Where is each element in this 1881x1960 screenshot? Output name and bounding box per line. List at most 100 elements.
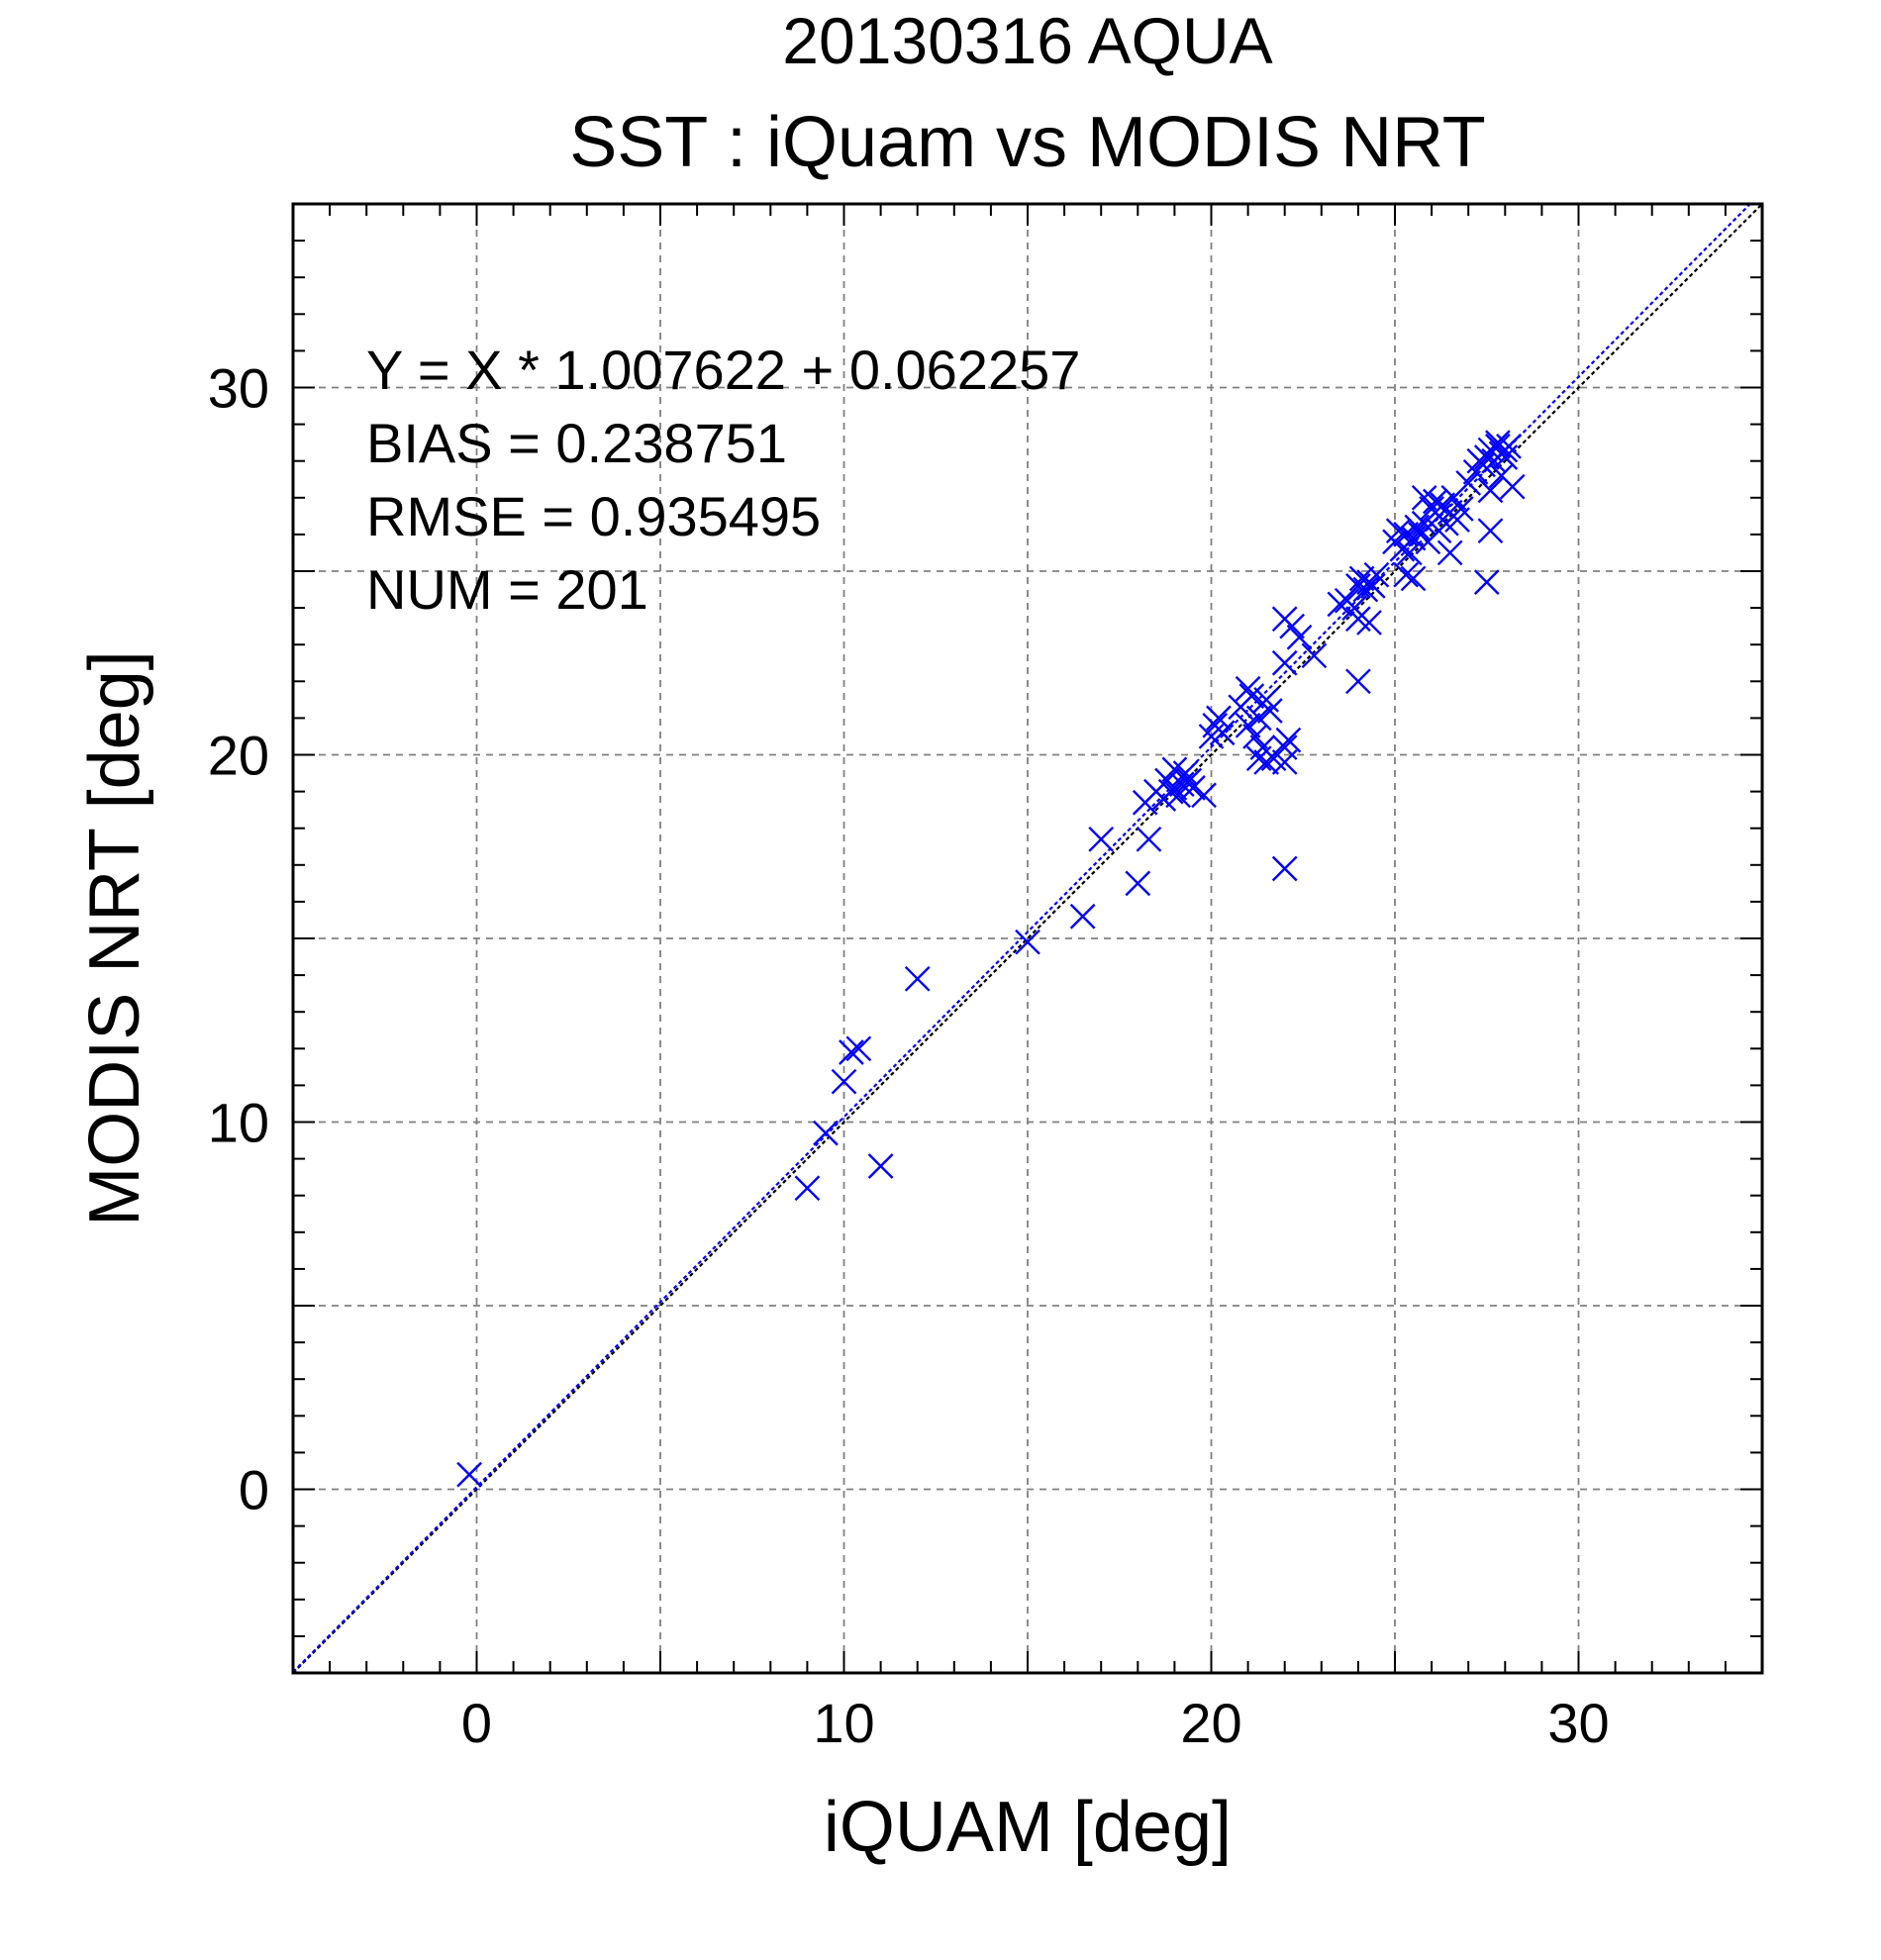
data-point-stroke: [1345, 668, 1371, 695]
plot-frame: [291, 202, 1764, 1675]
data-point-stroke: [1176, 767, 1203, 794]
data-point-stroke: [1069, 903, 1096, 930]
y-tick-labels: 0 10 20 30: [208, 357, 269, 1521]
data-point-stroke: [1157, 778, 1184, 805]
data-point-stroke: [1363, 561, 1390, 588]
data-point: [1345, 668, 1371, 695]
data-point: [1209, 720, 1236, 746]
data-point: [794, 1175, 821, 1202]
x-tick-labels: 0 10 20 30: [461, 1692, 1610, 1754]
data-point: [1404, 514, 1431, 540]
data-point-stroke: [1422, 488, 1448, 515]
data-point-stroke: [1492, 444, 1519, 470]
data-point-stroke: [1348, 565, 1375, 592]
regression-fit-line: [292, 203, 1751, 1673]
data-point: [1275, 727, 1302, 753]
stats-annotation: Y = X * 1.007622 + 0.062257 BIAS = 0.238…: [366, 339, 1080, 621]
data-point-stroke: [1473, 569, 1500, 595]
data-point: [1492, 444, 1519, 470]
data-point: [813, 1120, 839, 1146]
data-point: [1436, 539, 1463, 566]
data-point-stroke: [1245, 705, 1272, 732]
data-point-stroke: [1235, 712, 1261, 738]
data-point: [839, 1039, 864, 1065]
data-point: [1015, 929, 1040, 955]
data-point: [1180, 775, 1206, 801]
data-point: [1176, 767, 1203, 794]
data-point: [1473, 569, 1500, 595]
data-point: [1235, 675, 1261, 702]
data-point: [1271, 749, 1298, 775]
data-point-stroke: [1485, 434, 1511, 459]
data-point-stroke: [1206, 705, 1232, 732]
data-point-stroke: [1499, 473, 1526, 500]
data-point-stroke: [1253, 687, 1279, 713]
chart-title: 20130316 AQUA: [782, 4, 1272, 77]
data-point-stroke: [904, 965, 931, 992]
data-point: [1271, 649, 1298, 676]
data-point: [1245, 705, 1272, 732]
data-point-stroke: [1455, 470, 1482, 496]
y-tick-label: 10: [208, 1092, 269, 1154]
data-point-stroke: [1271, 749, 1298, 775]
data-point-stroke: [1015, 929, 1040, 955]
count-text: NUM = 201: [366, 558, 648, 621]
data-point-stroke: [1411, 484, 1437, 511]
data-point: [831, 1068, 857, 1095]
data-point: [1455, 470, 1482, 496]
data-point: [1396, 539, 1423, 566]
data-point: [1485, 434, 1511, 459]
data-point: [904, 965, 931, 992]
data-point: [1136, 826, 1162, 852]
data-point-stroke: [1356, 610, 1382, 636]
data-point-stroke: [1235, 675, 1261, 702]
x-tick-label: 10: [813, 1692, 874, 1754]
x-tick-label: 30: [1547, 1692, 1609, 1754]
data-point: [1352, 576, 1379, 603]
data-point: [1356, 610, 1382, 636]
data-point-stroke: [839, 1039, 864, 1065]
data-point-stroke: [1238, 683, 1265, 709]
data-point: [1157, 778, 1184, 805]
data-point-stroke: [1253, 749, 1279, 775]
data-point-stroke: [1301, 642, 1328, 669]
x-tick-label: 0: [461, 1692, 492, 1754]
data-point-stroke: [1352, 576, 1379, 603]
data-point-stroke: [813, 1120, 839, 1146]
data-point-stroke: [1180, 775, 1206, 801]
data-point: [1393, 561, 1419, 588]
data-point-stroke: [1271, 855, 1298, 882]
data-point: [1426, 518, 1452, 544]
data-point-stroke: [1125, 870, 1151, 897]
data-point: [1477, 518, 1504, 544]
data-point-stroke: [1172, 760, 1199, 786]
data-point-stroke: [1341, 595, 1368, 621]
data-point-stroke: [1242, 724, 1268, 749]
rmse-text: RMSE = 0.935495: [366, 485, 821, 547]
data-point-stroke: [1088, 826, 1115, 852]
data-point-stroke: [1396, 539, 1423, 566]
data-point-stroke: [867, 1153, 894, 1179]
bias-text: BIAS = 0.238751: [366, 412, 787, 474]
y-tick-label: 0: [239, 1459, 269, 1521]
data-point-stroke: [1477, 477, 1504, 504]
x-tick-label: 20: [1180, 1692, 1241, 1754]
data-point-stroke: [1404, 514, 1431, 540]
data-point: [1242, 724, 1268, 749]
data-point: [1499, 473, 1526, 500]
data-point: [1447, 496, 1474, 522]
data-point-stroke: [1136, 826, 1162, 852]
data-point-stroke: [1271, 649, 1298, 676]
data-point-stroke: [1477, 518, 1504, 544]
y-axis-label: MODIS NRT [deg]: [75, 650, 154, 1226]
data-point-stroke: [456, 1461, 482, 1488]
data-point-stroke: [1345, 606, 1371, 633]
data-point-stroke: [831, 1068, 857, 1095]
data-point: [1257, 698, 1283, 724]
data-point-stroke: [1161, 756, 1188, 783]
data-point: [1235, 712, 1261, 738]
data-point-stroke: [1271, 606, 1298, 633]
data-point-stroke: [1436, 539, 1463, 566]
y-tick-label: 20: [208, 725, 269, 787]
